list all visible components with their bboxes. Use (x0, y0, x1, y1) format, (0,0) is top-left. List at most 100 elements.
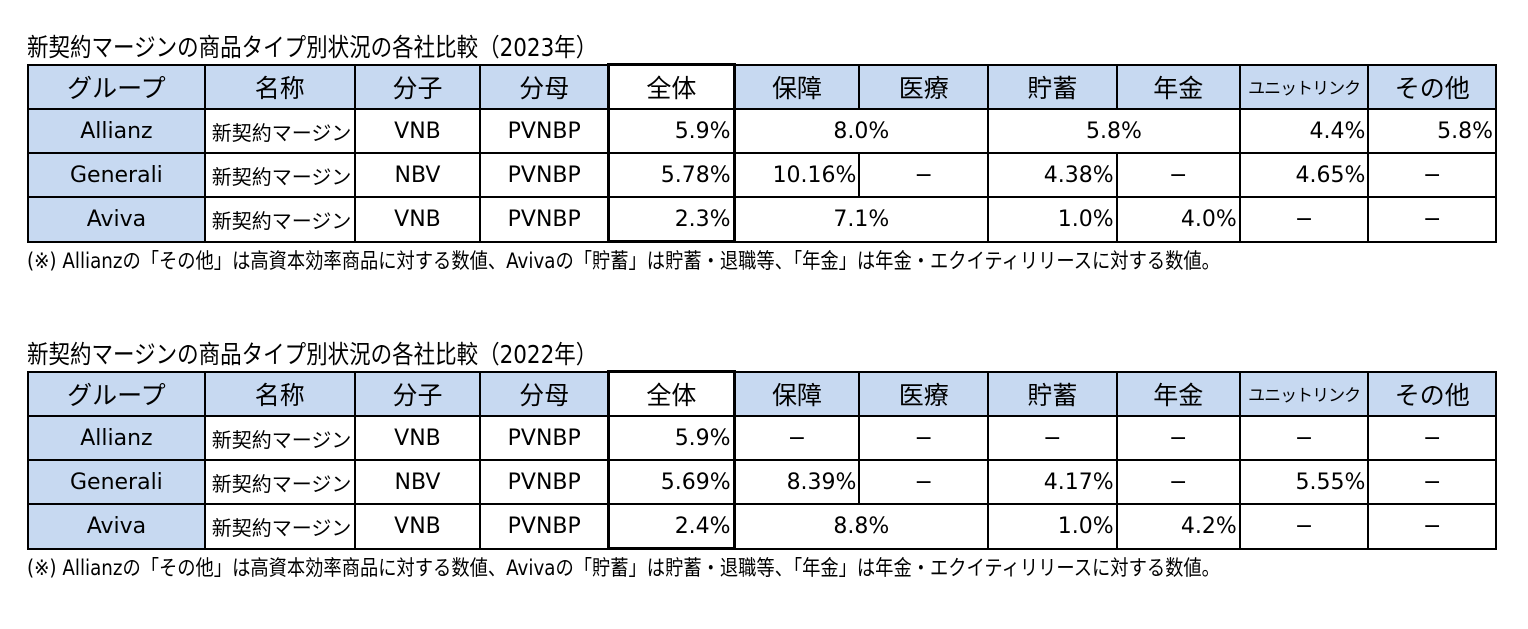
numerator-cell: VNB (353, 196, 482, 243)
savings-cell: 1.0% (987, 503, 1118, 550)
header-medical: 医療 (858, 63, 990, 110)
numerator-cell: NBV (353, 152, 482, 198)
other-cell: − (1367, 459, 1497, 505)
header-row: グループ 名称 分子 分母 全体 保障 医療 貯蓄 年金 ユニットリンク その他 (27, 63, 1497, 110)
protection-medical-cell: 7.1% (733, 196, 990, 243)
total-cell: 5.78% (607, 152, 736, 198)
name-cell: 新契約マージン (203, 152, 356, 198)
numerator-cell: VNB (353, 503, 482, 550)
table-row-generali: Generali 新契約マージン NBV PVNBP 5.69% 8.39% −… (27, 459, 1497, 505)
table-row-aviva: Aviva 新契約マージン VNB PVNBP 2.4% 8.8% 1.0% 4… (27, 503, 1497, 550)
unit-linked-cell: − (1238, 503, 1370, 550)
savings-cell: 4.38% (987, 152, 1118, 198)
name-cell: 新契約マージン (203, 196, 356, 243)
footnote: (※) Allianzの「その他」は高資本効率商品に対する数値、Avivaの「貯… (27, 249, 1220, 273)
savings-pension-cell: 5.8% (987, 108, 1241, 154)
medical-cell: − (858, 152, 990, 198)
name-cell: 新契約マージン (203, 108, 356, 154)
header-pension: 年金 (1115, 370, 1241, 417)
header-medical: 医療 (858, 370, 990, 417)
unit-linked-cell: − (1238, 415, 1370, 461)
protection-cell: 8.39% (733, 459, 861, 505)
header-protection: 保障 (733, 370, 861, 417)
numerator-cell: VNB (353, 108, 482, 154)
protection-medical-cell: 8.0% (733, 108, 990, 154)
denominator-cell: PVNBP (479, 152, 610, 198)
other-cell: 5.8% (1367, 108, 1497, 154)
name-cell: 新契約マージン (203, 503, 356, 550)
header-other: その他 (1367, 63, 1497, 110)
header-group: グループ (27, 370, 206, 417)
total-cell: 5.69% (607, 459, 736, 505)
table-block-2022: 新契約マージンの商品タイプ別状況の各社比較（2022年） グループ 名称 分子 … (27, 340, 1497, 582)
table-block-2023: 新契約マージンの商品タイプ別状況の各社比較（2023年） グループ 名称 分子 … (27, 33, 1497, 275)
denominator-cell: PVNBP (479, 415, 610, 461)
unit-linked-cell: 4.65% (1238, 152, 1370, 198)
denominator-cell: PVNBP (479, 503, 610, 550)
protection-medical-cell: 8.8% (733, 503, 990, 550)
header-savings: 貯蓄 (987, 63, 1118, 110)
header-total: 全体 (607, 63, 736, 110)
total-cell: 5.9% (607, 415, 736, 461)
pension-cell: − (1115, 415, 1241, 461)
name-cell: 新契約マージン (203, 459, 356, 505)
header-other: その他 (1367, 370, 1497, 417)
numerator-cell: NBV (353, 459, 482, 505)
table-row-allianz: Allianz 新契約マージン VNB PVNBP 5.9% − − − − −… (27, 415, 1497, 461)
pension-cell: − (1115, 459, 1241, 505)
header-name: 名称 (203, 370, 356, 417)
footnote: (※) Allianzの「その他」は高資本効率商品に対する数値、Avivaの「貯… (27, 556, 1220, 580)
group-cell: Aviva (27, 196, 206, 243)
header-savings: 貯蓄 (987, 370, 1118, 417)
total-cell: 2.3% (607, 196, 736, 243)
pension-cell: − (1115, 152, 1241, 198)
total-cell: 2.4% (607, 503, 736, 550)
other-cell: − (1367, 152, 1497, 198)
group-cell: Allianz (27, 108, 206, 154)
header-numerator: 分子 (353, 370, 482, 417)
pension-cell: 4.0% (1115, 196, 1241, 243)
total-cell: 5.9% (607, 108, 736, 154)
protection-cell: − (733, 415, 861, 461)
header-row: グループ 名称 分子 分母 全体 保障 医療 貯蓄 年金 ユニットリンク その他 (27, 370, 1497, 417)
other-cell: − (1367, 503, 1497, 550)
savings-cell: − (987, 415, 1118, 461)
header-unit-linked: ユニットリンク (1238, 63, 1370, 110)
header-total: 全体 (607, 370, 736, 417)
header-denominator: 分母 (479, 370, 610, 417)
group-cell: Generali (27, 459, 206, 505)
pension-cell: 4.2% (1115, 503, 1241, 550)
savings-cell: 1.0% (987, 196, 1118, 243)
unit-linked-cell: 5.55% (1238, 459, 1370, 505)
table-row-generali: Generali 新契約マージン NBV PVNBP 5.78% 10.16% … (27, 152, 1497, 198)
header-numerator: 分子 (353, 63, 482, 110)
group-cell: Aviva (27, 503, 206, 550)
group-cell: Generali (27, 152, 206, 198)
header-denominator: 分母 (479, 63, 610, 110)
header-unit-linked: ユニットリンク (1238, 370, 1370, 417)
group-cell: Allianz (27, 415, 206, 461)
medical-cell: − (858, 415, 990, 461)
other-cell: − (1367, 415, 1497, 461)
header-pension: 年金 (1115, 63, 1241, 110)
header-group: グループ (27, 63, 206, 110)
table-row-aviva: Aviva 新契約マージン VNB PVNBP 2.3% 7.1% 1.0% 4… (27, 196, 1497, 243)
header-protection: 保障 (733, 63, 861, 110)
protection-cell: 10.16% (733, 152, 861, 198)
table-row-allianz: Allianz 新契約マージン VNB PVNBP 5.9% 8.0% 5.8%… (27, 108, 1497, 154)
other-cell: − (1367, 196, 1497, 243)
comparison-table-2023: グループ 名称 分子 分母 全体 保障 医療 貯蓄 年金 ユニットリンク その他… (27, 63, 1497, 243)
table-title: 新契約マージンの商品タイプ別状況の各社比較（2023年） (27, 33, 598, 62)
denominator-cell: PVNBP (479, 108, 610, 154)
header-name: 名称 (203, 63, 356, 110)
comparison-table-2022: グループ 名称 分子 分母 全体 保障 医療 貯蓄 年金 ユニットリンク その他… (27, 370, 1497, 550)
denominator-cell: PVNBP (479, 459, 610, 505)
denominator-cell: PVNBP (479, 196, 610, 243)
table-title: 新契約マージンの商品タイプ別状況の各社比較（2022年） (27, 340, 598, 369)
numerator-cell: VNB (353, 415, 482, 461)
unit-linked-cell: 4.4% (1238, 108, 1370, 154)
savings-cell: 4.17% (987, 459, 1118, 505)
name-cell: 新契約マージン (203, 415, 356, 461)
unit-linked-cell: − (1238, 196, 1370, 243)
medical-cell: − (858, 459, 990, 505)
